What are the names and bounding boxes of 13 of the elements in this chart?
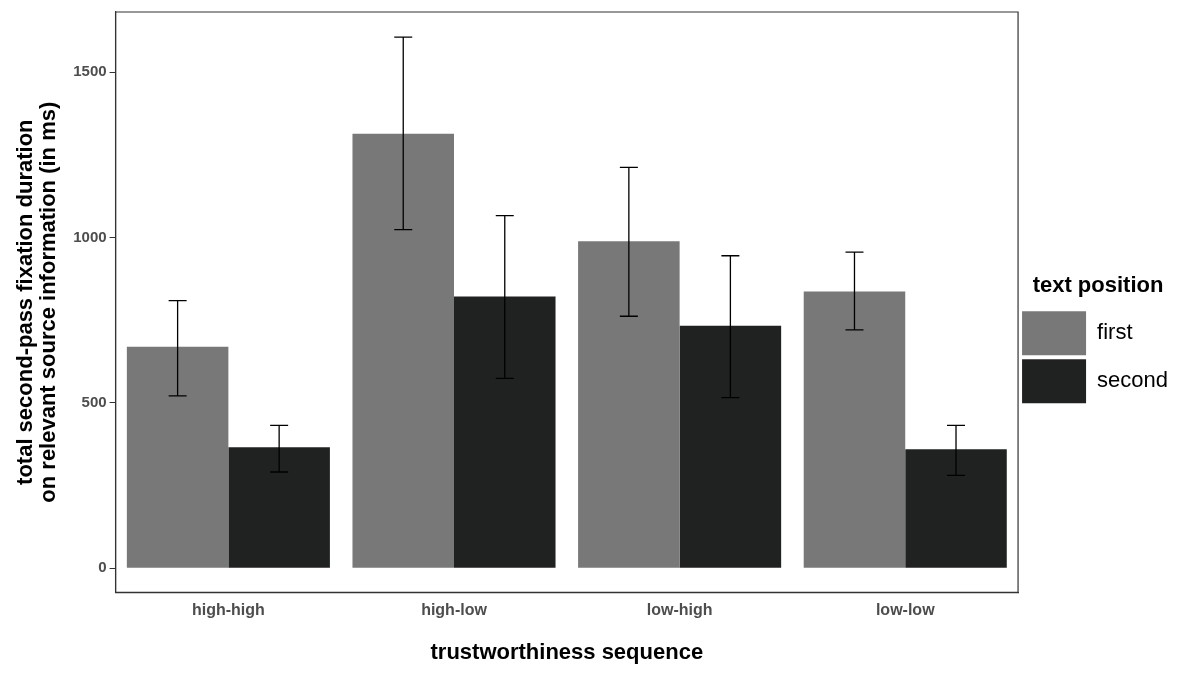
x-tick-label: high-high (191, 601, 265, 619)
x-axis-title: trustworthiness sequence (430, 638, 704, 664)
y-tick-label: 1500 (73, 62, 107, 80)
y-axis-title: total second-pass fixation duration on relevant source information (in ms) (11, 101, 60, 503)
legend-label: first (1097, 319, 1133, 345)
y-tick-label: 500 (81, 393, 107, 411)
legend-label: second (1097, 367, 1169, 393)
x-tick-label: low-high (646, 601, 713, 619)
y-tick-label: 0 (98, 558, 107, 576)
x-tick-label: high-low (421, 601, 488, 619)
x-tick-label: low-low (875, 601, 936, 619)
y-tick-label: 1000 (73, 227, 107, 245)
legend-title: text position (1032, 271, 1164, 297)
